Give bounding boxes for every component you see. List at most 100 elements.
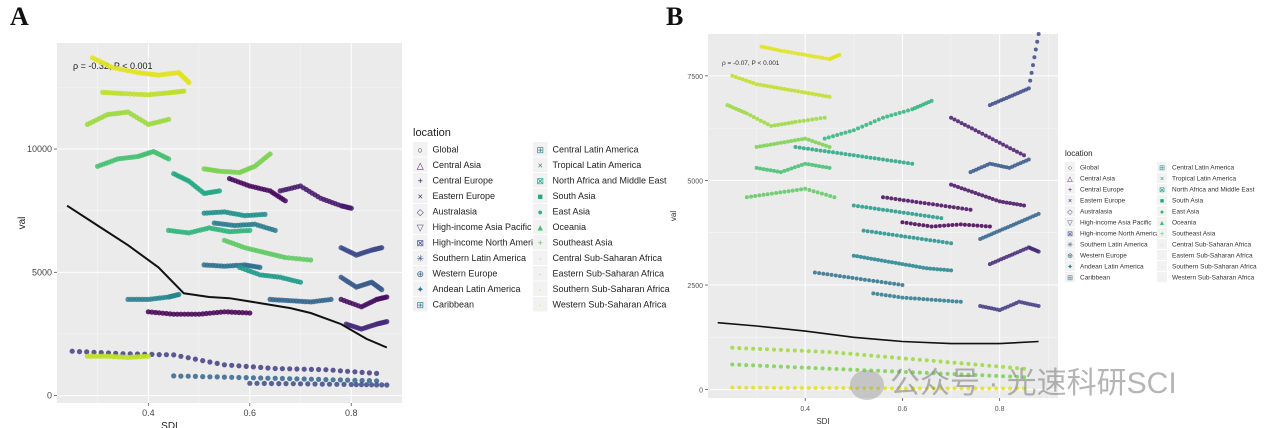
- x-tick-label: 0.4: [142, 408, 155, 418]
- data-point: [345, 368, 351, 374]
- data-point: [973, 386, 978, 391]
- data-point: [824, 143, 829, 148]
- data-point: [827, 350, 832, 354]
- x-axis-label: SDI: [816, 417, 829, 426]
- data-point: [250, 364, 256, 370]
- data-point: [806, 137, 811, 142]
- legend-symbol-icon: ·: [1161, 275, 1163, 282]
- data-point: [782, 49, 787, 54]
- data-point: [962, 222, 967, 227]
- legend-label: Southern Sub-Saharan Africa: [1172, 263, 1257, 270]
- legend-label: Australasia: [433, 207, 478, 217]
- x-tick-label: 0.8: [995, 406, 1005, 413]
- data-point: [772, 347, 776, 352]
- legend-key: [1065, 228, 1075, 238]
- data-point: [897, 386, 901, 391]
- data-point: [897, 369, 901, 374]
- data-point: [862, 368, 867, 373]
- data-point: [962, 122, 967, 127]
- data-point: [243, 375, 249, 381]
- data-point: [824, 165, 829, 170]
- data-point: [384, 382, 390, 388]
- data-point: [926, 201, 931, 206]
- data-point: [261, 380, 267, 386]
- data-point: [236, 363, 242, 369]
- data-point: [917, 222, 922, 227]
- data-point: [312, 381, 318, 387]
- data-point: [1004, 200, 1009, 205]
- series-western-sub-saharan-africa: [89, 55, 192, 86]
- data-point: [792, 365, 797, 370]
- x-tick-label: 0.6: [898, 406, 908, 413]
- data-point: [813, 92, 818, 97]
- legend-key: [413, 188, 428, 203]
- data-point: [758, 144, 763, 149]
- data-point: [782, 140, 787, 145]
- data-point: [990, 197, 995, 201]
- data-point: [1001, 200, 1006, 204]
- data-point: [803, 136, 808, 141]
- data-point: [801, 146, 806, 151]
- data-point: [806, 365, 811, 370]
- data-point: [384, 319, 390, 325]
- series-oceania: [754, 161, 832, 175]
- data-point: [796, 51, 801, 56]
- data-point: [969, 189, 974, 194]
- data-point: [987, 135, 992, 140]
- data-point: [820, 93, 825, 98]
- data-point: [185, 355, 191, 361]
- data-point: [369, 382, 375, 388]
- data-point: [772, 123, 777, 128]
- data-point: [973, 362, 978, 367]
- data-point: [922, 213, 927, 218]
- data-point: [1022, 386, 1026, 391]
- data-point: [915, 236, 920, 241]
- data-point: [813, 386, 818, 390]
- data-point: [855, 386, 860, 391]
- data-point: [813, 349, 818, 354]
- series-southeast-asia: [221, 237, 314, 263]
- legend-key: [533, 142, 548, 157]
- data-point: [896, 295, 901, 299]
- data-point: [943, 204, 948, 209]
- data-point: [824, 192, 829, 197]
- data-point: [799, 365, 804, 370]
- data-point: [297, 381, 304, 387]
- data-point: [772, 168, 776, 173]
- data-point: [207, 374, 213, 380]
- data-point: [861, 228, 866, 233]
- data-point: [1022, 153, 1026, 158]
- data-point: [825, 272, 830, 277]
- y-axis-label: val: [17, 217, 28, 230]
- data-point: [944, 240, 949, 245]
- data-point: [893, 159, 898, 164]
- panel-a-letter: A: [10, 2, 29, 31]
- data-point: [847, 152, 852, 157]
- data-point: [758, 385, 763, 390]
- data-point: [848, 386, 853, 391]
- data-point: [308, 376, 314, 382]
- data-point: [758, 347, 763, 351]
- x-tick-label: 0.4: [800, 406, 810, 413]
- data-point: [889, 113, 894, 118]
- legend-key: [533, 235, 548, 250]
- data-point: [921, 297, 926, 302]
- data-point: [935, 215, 940, 220]
- data-point: [348, 205, 354, 211]
- data-point: [872, 257, 877, 262]
- data-point: [827, 366, 832, 371]
- data-point: [769, 124, 774, 128]
- data-point: [883, 369, 888, 374]
- data-point: [374, 382, 380, 388]
- data-point: [216, 188, 222, 194]
- data-point: [904, 220, 909, 225]
- data-point: [983, 194, 988, 199]
- legend-symbol-icon: ✦: [416, 285, 424, 295]
- data-point: [917, 296, 922, 301]
- data-point: [737, 362, 742, 367]
- legend-key: [413, 142, 428, 157]
- legend-key: [1157, 217, 1167, 227]
- data-point: [799, 52, 804, 57]
- wechat-icon: [850, 370, 884, 401]
- legend-label: Eastern Europe: [433, 191, 496, 201]
